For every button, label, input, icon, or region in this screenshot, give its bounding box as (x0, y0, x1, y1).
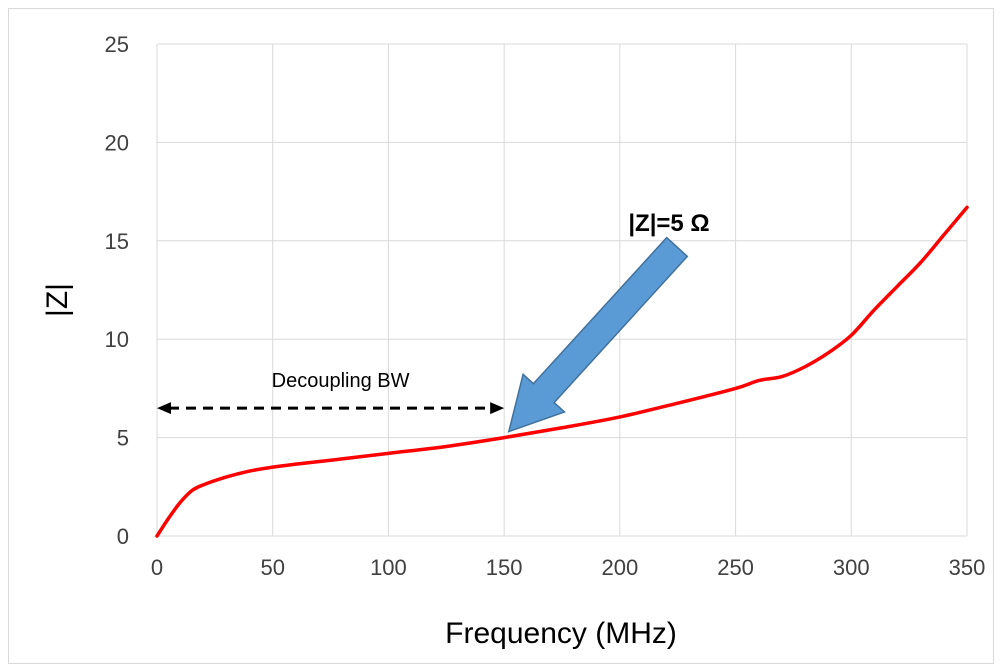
series-layer (155, 205, 969, 538)
y-tick-label: 0 (117, 524, 129, 549)
grid-lines (156, 43, 968, 537)
y-axis-title: |Z| (41, 283, 74, 317)
x-axis-title: Frequency (MHz) (445, 617, 677, 650)
y-tick-label: 5 (117, 426, 129, 451)
callout-arrow (507, 236, 689, 433)
callout-label: |Z|=5 Ω (628, 210, 709, 237)
x-tick-label: 150 (486, 555, 523, 580)
x-tick-label: 250 (717, 555, 754, 580)
impedance-line (155, 205, 969, 538)
x-tick-label: 100 (370, 555, 407, 580)
y-tick-label: 25 (105, 32, 129, 57)
impedance-chart: 0 50 100 150 200 250 300 350 0 5 10 15 20 25 Decoupli… (41, 32, 986, 650)
x-tick-label: 200 (601, 555, 638, 580)
annotations: Decoupling BW |Z|=5 Ω (157, 210, 710, 433)
chart-frame: 0 50 100 150 200 250 300 350 0 5 10 15 20 25 Decoupli… (8, 8, 994, 664)
y-tick-label: 10 (105, 327, 129, 352)
bandwidth-arrow-right-head (490, 402, 505, 415)
bandwidth-label: Decoupling BW (272, 370, 410, 392)
bandwidth-arrow-left-head (157, 402, 171, 415)
x-tick-label: 350 (949, 555, 986, 580)
x-tick-label: 300 (833, 555, 870, 580)
y-tick-label: 15 (105, 229, 129, 254)
x-tick-label: 0 (151, 555, 163, 580)
x-tick-label: 50 (260, 555, 284, 580)
y-tick-label: 20 (105, 130, 129, 155)
tick-labels: 0 50 100 150 200 250 300 350 0 5 10 15 20 25 (105, 32, 986, 580)
